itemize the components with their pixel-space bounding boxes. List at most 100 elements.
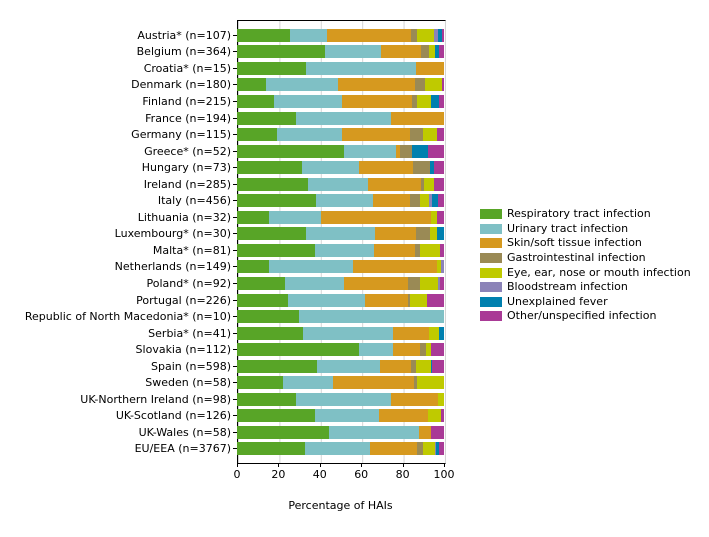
legend-swatch bbox=[480, 253, 502, 264]
bar-segment bbox=[416, 359, 431, 373]
bar-segment bbox=[438, 276, 441, 290]
bar-segment bbox=[237, 326, 303, 340]
bar-segment bbox=[430, 359, 432, 373]
bar-segment bbox=[237, 28, 290, 42]
legend-item: Gastrointestinal infection bbox=[480, 251, 691, 266]
bar-segment bbox=[410, 28, 418, 42]
bar-segment bbox=[439, 326, 444, 340]
bar-track bbox=[233, 161, 444, 175]
bar-row: Republic of North Macedonia* (n=10) bbox=[0, 308, 445, 325]
bar-row: Croatia* (n=15) bbox=[0, 60, 445, 77]
bar-segment bbox=[296, 111, 391, 125]
bar-track bbox=[233, 61, 444, 75]
bar-row: Sweden (n=58) bbox=[0, 374, 445, 391]
country-label: Luxembourg* (n=30) bbox=[114, 227, 231, 241]
legend-item: Respiratory tract infection bbox=[480, 207, 691, 222]
bar-row: Denmark (n=180) bbox=[0, 77, 445, 94]
country-label: Republic of North Macedonia* (n=10) bbox=[24, 310, 231, 324]
bar-segment bbox=[436, 442, 439, 456]
bar-segment bbox=[308, 177, 368, 191]
bar-row: Lithuania (n=32) bbox=[0, 209, 445, 226]
bar-row: Poland* (n=92) bbox=[0, 275, 445, 292]
country-label: UK-Northern Ireland (n=98) bbox=[80, 392, 231, 406]
bar-segment bbox=[396, 144, 401, 158]
bar-segment bbox=[342, 128, 411, 142]
country-label: Belgium (n=364) bbox=[136, 45, 231, 59]
bar-row: Ireland (n=285) bbox=[0, 176, 445, 193]
bar-segment bbox=[441, 78, 444, 92]
bar-segment bbox=[269, 210, 322, 224]
bar-segment bbox=[237, 293, 289, 307]
bar-segment bbox=[304, 442, 371, 456]
bar-segment bbox=[440, 260, 444, 274]
bar-segment bbox=[393, 343, 421, 357]
legend-label: Unexplained fever bbox=[507, 294, 608, 308]
bar-segment bbox=[407, 293, 410, 307]
bar-segment bbox=[429, 161, 435, 175]
bar-segment bbox=[428, 45, 435, 59]
bar-row: UK-Northern Ireland (n=98) bbox=[0, 391, 445, 408]
bar-segment bbox=[379, 359, 412, 373]
bar-track bbox=[233, 28, 444, 42]
country-label: Poland* (n=92) bbox=[146, 276, 232, 290]
bar-segment bbox=[430, 94, 439, 108]
bar-row: Belgium (n=364) bbox=[0, 44, 445, 61]
bar-segment bbox=[288, 293, 365, 307]
bar-row: Finland (n=215) bbox=[0, 93, 445, 110]
x-axis-title: Percentage of HAIs bbox=[288, 499, 393, 512]
legend-label: Bloodstream infection bbox=[507, 280, 628, 294]
legend-swatch bbox=[480, 238, 502, 249]
bar-segment bbox=[436, 128, 444, 142]
bar-segment bbox=[411, 359, 417, 373]
bar-segment bbox=[438, 442, 444, 456]
bar-segment bbox=[426, 293, 444, 307]
bar-segment bbox=[237, 359, 318, 373]
bar-segment bbox=[237, 310, 300, 324]
bar-segment bbox=[296, 392, 392, 406]
x-tick-label: 40 bbox=[312, 468, 327, 481]
bar-segment bbox=[428, 144, 444, 158]
bar-segment bbox=[409, 194, 420, 208]
bar-segment bbox=[284, 276, 344, 290]
country-label: Serbia* (n=41) bbox=[148, 326, 231, 340]
country-label: UK-Wales (n=58) bbox=[138, 425, 231, 439]
country-label: Germany (n=115) bbox=[131, 128, 231, 142]
legend-label: Urinary tract infection bbox=[507, 221, 629, 235]
bar-segment bbox=[380, 45, 421, 59]
bar-row: Netherlands (n=149) bbox=[0, 259, 445, 276]
bar-segment bbox=[428, 326, 439, 340]
bar-track bbox=[233, 243, 444, 257]
bar-track bbox=[233, 78, 444, 92]
bar-segment bbox=[370, 442, 418, 456]
legend: Respiratory tract infection Urinary tract… bbox=[480, 207, 691, 324]
bar-segment bbox=[321, 210, 431, 224]
bar-segment bbox=[434, 45, 439, 59]
bar-segment bbox=[302, 326, 394, 340]
bar-segment bbox=[434, 161, 444, 175]
bar-segment bbox=[427, 409, 442, 423]
bar-track bbox=[233, 392, 444, 406]
country-label: EU/EEA (n=3767) bbox=[134, 442, 231, 456]
bar-segment bbox=[379, 409, 428, 423]
bar-row: UK-Scotland (n=126) bbox=[0, 408, 445, 425]
bar-segment bbox=[423, 177, 434, 191]
bar-segment bbox=[237, 78, 266, 92]
bar-segment bbox=[430, 210, 438, 224]
bar-segment bbox=[418, 425, 432, 439]
bar-segment bbox=[437, 194, 444, 208]
bar-segment bbox=[237, 425, 329, 439]
bar-row: UK-Wales (n=58) bbox=[0, 424, 445, 441]
bar-segment bbox=[391, 392, 438, 406]
bar-segment bbox=[317, 359, 380, 373]
bar-segment bbox=[431, 425, 444, 439]
country-label: Denmark (n=180) bbox=[131, 78, 231, 92]
bar-segment bbox=[410, 128, 423, 142]
bar-row: Malta* (n=81) bbox=[0, 242, 445, 259]
bar-segment bbox=[429, 194, 432, 208]
legend-swatch bbox=[480, 311, 502, 322]
bar-track bbox=[233, 227, 444, 241]
legend-item: Other/unspecified infection bbox=[480, 309, 691, 324]
bar-segment bbox=[305, 61, 417, 75]
bar-row: Slovakia (n=112) bbox=[0, 341, 445, 358]
country-label: Malta* (n=81) bbox=[152, 243, 231, 257]
